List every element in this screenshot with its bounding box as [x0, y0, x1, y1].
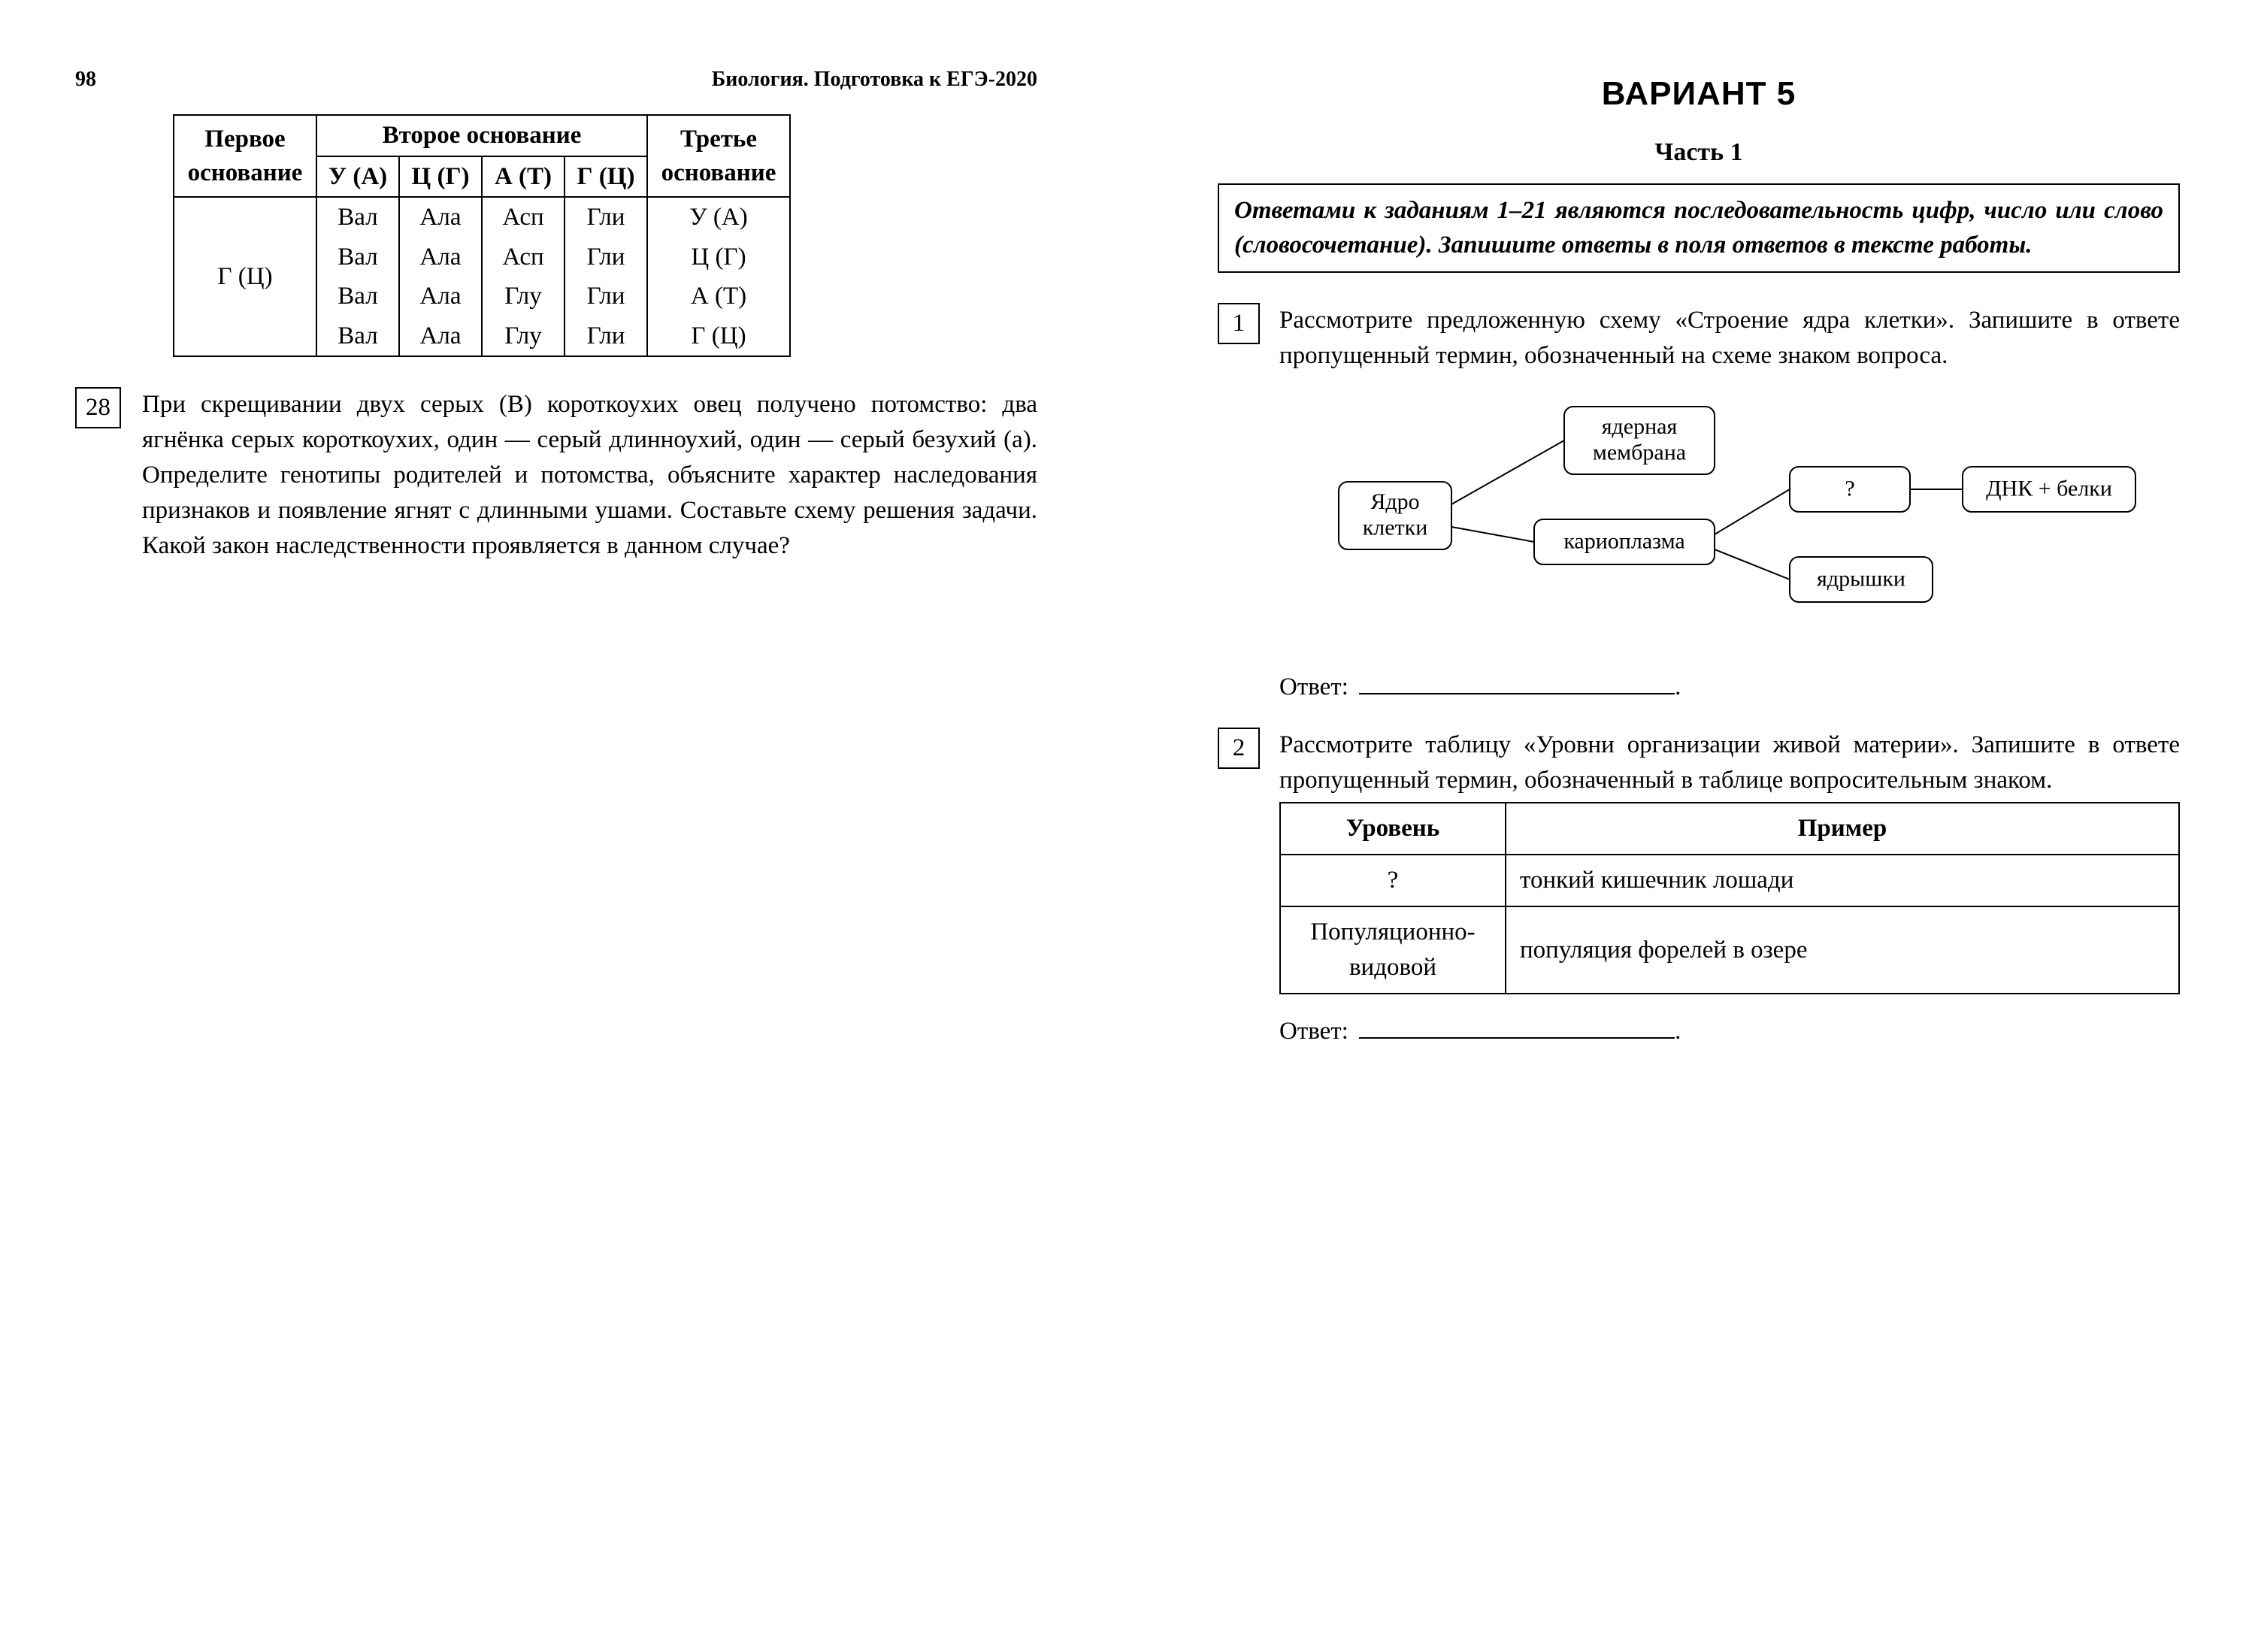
diagram-edge — [1451, 440, 1564, 504]
diagram-node-quest: ? — [1790, 467, 1910, 512]
question-number-box: 1 — [1218, 303, 1260, 344]
question-text: Рассмотрите таблицу «Уровни организации … — [1279, 728, 2180, 798]
diagram-node-label: ? — [1845, 476, 1854, 501]
th-sub-3: Г (Ц) — [565, 156, 647, 198]
question-number-box: 2 — [1218, 728, 1260, 769]
answer-line: Ответ: . — [1279, 670, 2180, 705]
diagram-node-label: ДНК + белки — [1986, 476, 2112, 501]
diagram-node-label: ядрышки — [1817, 566, 1905, 591]
part-title: Часть 1 — [1218, 138, 2180, 167]
diagram-node-root: Ядроклетки — [1339, 482, 1451, 549]
question-1: 1 Рассмотрите предложенную схему «Строен… — [1218, 303, 2180, 705]
th-sub-2: А (Т) — [482, 156, 565, 198]
diagram-node-yadr: ядрышки — [1790, 557, 1933, 602]
answer-line: Ответ: . — [1279, 1014, 2180, 1049]
answer-blank[interactable] — [1359, 672, 1675, 694]
page-number: 98 — [75, 68, 96, 92]
answer-label: Ответ: — [1279, 673, 1348, 700]
question-text: При скрещивании двух серых (B) короткоух… — [142, 387, 1037, 563]
diagram-node-label: кариоплазма — [1563, 528, 1684, 553]
question-body: Рассмотрите предложенную схему «Строение… — [1279, 303, 2180, 705]
th-third-base: Третье основание — [647, 115, 790, 197]
table-row: Г (Ц) Вал Ала Асп Гли У (А) — [174, 197, 790, 238]
th-level: Уровень — [1280, 803, 1506, 855]
diagram-cell-nucleus: Ядроклетки ядернаямембрана кариоплазма? ядр… — [1279, 392, 2180, 632]
th-second-base: Второе основание — [316, 115, 647, 156]
table-row: Уровень Пример — [1280, 803, 2179, 855]
table-row: ? тонкий кишечник лошади — [1280, 855, 2179, 906]
table-row: Первое основание Второе основание Третье… — [174, 115, 790, 156]
th-sub-0: У (А) — [316, 156, 399, 198]
page-spread: 98 Биология. Подготовка к ЕГЭ-2020 Перво… — [0, 0, 2255, 1652]
instruction-box: Ответами к заданиям 1–21 являются послед… — [1218, 183, 2180, 273]
th-first-base: Первое основание — [174, 115, 316, 197]
answer-blank[interactable] — [1359, 1016, 1675, 1039]
diagram-node-memb: ядернаямембрана — [1564, 407, 1715, 474]
answer-label: Ответ: — [1279, 1018, 1348, 1045]
running-title: Биология. Подготовка к ЕГЭ-2020 — [712, 68, 1037, 92]
diagram-node-label: Ядро — [1370, 489, 1419, 514]
table-row: Популяционно-видовой популяция форелей в… — [1280, 906, 2179, 994]
diagram-edge — [1715, 489, 1790, 534]
diagram-edge — [1715, 549, 1790, 579]
levels-table: Уровень Пример ? тонкий кишечник лошади … — [1279, 802, 2180, 994]
codon-table: Первое основание Второе основание Третье… — [173, 114, 791, 357]
diagram-node-label: клетки — [1363, 515, 1428, 540]
running-head: 98 Биология. Подготовка к ЕГЭ-2020 — [75, 68, 1037, 92]
th-sub-1: Ц (Г) — [399, 156, 482, 198]
first-base-cell: Г (Ц) — [174, 197, 316, 356]
question-body: Рассмотрите таблицу «Уровни организации … — [1279, 728, 2180, 1049]
diagram-node-dnk: ДНК + белки — [1963, 467, 2135, 512]
question-text: Рассмотрите предложенную схему «Строение… — [1279, 303, 2180, 374]
variant-title: ВАРИАНТ 5 — [1218, 75, 2180, 113]
diagram-node-label: ядерная — [1602, 414, 1678, 439]
th-example: Пример — [1506, 803, 2179, 855]
diagram-edge — [1451, 527, 1534, 542]
diagram-node-karyo: кариоплазма — [1534, 519, 1715, 564]
question-28: 28 При скрещивании двух серых (B) коротк… — [75, 387, 1037, 563]
diagram-node-label: мембрана — [1593, 440, 1686, 464]
question-number-box: 28 — [75, 387, 121, 428]
page-left: 98 Биология. Подготовка к ЕГЭ-2020 Перво… — [0, 0, 1128, 1652]
page-right: ВАРИАНТ 5 Часть 1 Ответами к заданиям 1–… — [1128, 0, 2255, 1652]
diagram-svg: Ядроклетки ядернаямембрана кариоплазма? ядр… — [1309, 392, 2151, 632]
question-2: 2 Рассмотрите таблицу «Уровни организаци… — [1218, 728, 2180, 1049]
